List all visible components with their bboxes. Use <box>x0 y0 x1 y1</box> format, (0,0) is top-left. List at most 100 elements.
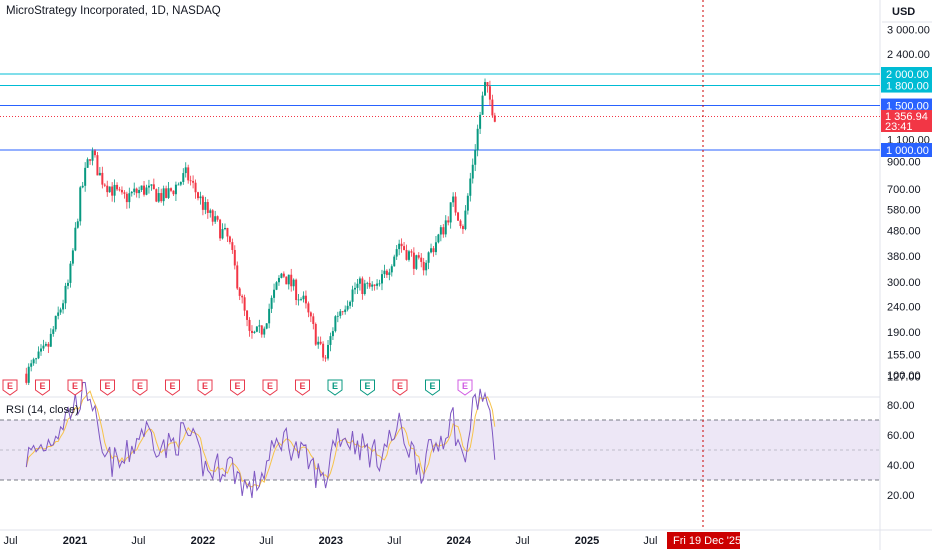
currency-label[interactable]: USD <box>892 6 915 18</box>
candle-body <box>91 150 94 161</box>
candle-body <box>40 348 43 352</box>
candle-body <box>420 257 423 262</box>
candle-body <box>437 234 440 243</box>
rsi-line <box>25 382 496 499</box>
earnings-marker[interactable]: E <box>132 379 148 396</box>
candle-body <box>162 188 165 202</box>
price-tick-label: 190.00 <box>887 327 921 339</box>
candle-body <box>430 248 433 253</box>
candle-body <box>268 308 271 324</box>
candle-body <box>177 184 180 186</box>
price-tag-bg <box>881 67 932 81</box>
earnings-marker[interactable]: E <box>165 379 180 396</box>
candle-body <box>187 167 190 181</box>
time-tick-label: Jul <box>3 535 17 547</box>
candle-body <box>407 251 410 260</box>
rsi-tick-label: 60.00 <box>887 430 915 442</box>
earnings-marker[interactable]: E <box>262 379 278 396</box>
horizontal-lines <box>0 73 880 151</box>
candle-body <box>219 219 222 239</box>
candle-body <box>54 315 57 330</box>
candle-body <box>287 274 290 285</box>
candle-body <box>76 221 79 228</box>
candle-body <box>363 283 366 294</box>
earnings-marker[interactable]: E <box>100 379 115 396</box>
candle-body <box>280 273 283 278</box>
candle-body <box>243 297 246 311</box>
candle-body <box>417 255 420 258</box>
candle-body <box>199 196 202 199</box>
last-price-tag: 1 356.94 23:41 <box>881 110 932 133</box>
candle-body <box>314 324 317 345</box>
candle-body <box>380 274 383 284</box>
price-tag-bg <box>881 98 932 113</box>
candle-body <box>282 273 285 277</box>
earnings-marker[interactable]: E <box>392 379 408 396</box>
candle-body <box>172 190 175 195</box>
candle-body <box>322 343 325 358</box>
earnings-letter: E <box>104 381 110 391</box>
candle-body <box>174 184 177 195</box>
candle-body <box>307 303 310 313</box>
candle-body <box>228 236 231 243</box>
candle-body <box>194 182 197 193</box>
candle-body <box>292 279 295 287</box>
earnings-letter: E <box>397 381 403 391</box>
candle-body <box>143 185 146 195</box>
earnings-marker[interactable]: E <box>35 379 50 396</box>
candle-body <box>231 242 234 250</box>
candle-body <box>221 229 224 239</box>
candle-body <box>106 185 109 193</box>
earnings-marker[interactable]: E <box>360 379 375 396</box>
earnings-letter: E <box>364 381 370 391</box>
candle-body <box>452 196 455 203</box>
candle-body <box>125 193 128 203</box>
earnings-letter: E <box>39 381 45 391</box>
candle-body <box>400 243 403 247</box>
candle-body <box>62 303 65 310</box>
earnings-marker[interactable]: E <box>425 379 440 396</box>
candle-body <box>167 188 170 198</box>
earnings-marker[interactable]: E <box>230 379 245 396</box>
time-tick-label: Jul <box>515 535 529 547</box>
candle-body <box>378 283 381 285</box>
earnings-badge <box>262 379 278 396</box>
candle-body <box>354 287 357 290</box>
candle-body <box>59 309 62 313</box>
candle-body <box>425 262 428 271</box>
candle-body <box>491 99 494 116</box>
time-tick-label: 2023 <box>319 535 343 547</box>
candle-body <box>270 297 273 309</box>
candle-body <box>275 282 278 290</box>
price-tick-label: 580.00 <box>887 205 921 217</box>
candle-body <box>476 128 479 151</box>
candle-body <box>69 263 72 283</box>
price-tick-label: 2 400.00 <box>887 49 930 61</box>
earnings-marker[interactable]: E <box>457 379 473 396</box>
earnings-marker[interactable]: E <box>295 379 310 396</box>
candle-body <box>312 316 315 325</box>
time-axis[interactable]: Jul 2021 Jul 2022 Jul 2023 Jul 2024 Jul 2025 Jul <box>3 535 657 547</box>
earnings-marker[interactable]: E <box>67 379 83 396</box>
candle-body <box>111 186 114 196</box>
candle-body <box>447 220 450 223</box>
candle-body <box>71 250 74 264</box>
candle-body <box>128 193 131 203</box>
earnings-marker[interactable]: E <box>327 379 343 396</box>
earnings-badge <box>230 379 245 396</box>
time-tick-label: 2025 <box>575 535 599 547</box>
candle-body <box>135 188 138 194</box>
crosshair-time-label: Fri 19 Dec '25 <box>673 535 741 547</box>
rsi-axis[interactable]: 100.00 80.00 60.00 40.00 20.00 <box>887 370 921 502</box>
candle-body <box>393 256 396 267</box>
earnings-marker[interactable]: E <box>197 379 213 396</box>
earnings-letter: E <box>234 381 240 391</box>
candle-body <box>86 159 89 168</box>
candle-body <box>277 277 280 283</box>
candle-body <box>334 316 337 332</box>
earnings-marker[interactable]: E <box>2 379 18 396</box>
currency-selector[interactable]: USD <box>892 6 915 18</box>
candle-body <box>49 333 52 347</box>
